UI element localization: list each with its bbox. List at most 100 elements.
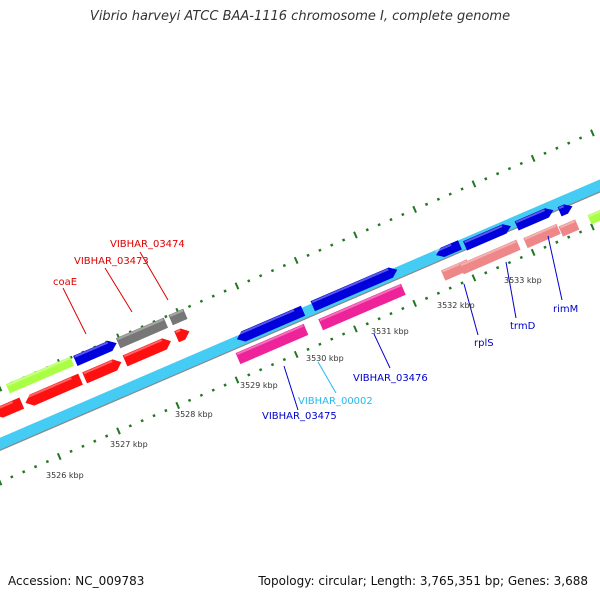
outer-tick xyxy=(389,217,393,222)
feature-red-5-highlight xyxy=(175,329,181,334)
ruler-label: 3526 kbp xyxy=(46,471,84,480)
inner-tick xyxy=(0,479,3,486)
inner-tick xyxy=(140,419,144,423)
ruler-label: 3528 kbp xyxy=(175,410,213,419)
outer-tick xyxy=(436,197,441,201)
feature-small-rev-highlight xyxy=(559,220,576,229)
inner-tick xyxy=(10,475,14,479)
feature-03474-shape xyxy=(168,308,188,326)
feature-coaE-shape xyxy=(73,340,117,366)
leader-line xyxy=(104,267,133,313)
leader-line xyxy=(283,365,299,411)
feature-green-2-shape xyxy=(587,209,600,225)
outer-tick xyxy=(187,304,192,309)
gene-label: VIBHAR_00002 xyxy=(298,396,373,407)
inner-tick xyxy=(471,274,477,282)
gene-label: VIBHAR_03476 xyxy=(353,373,428,384)
feature-green-1-shape xyxy=(5,356,75,394)
outer-tick xyxy=(377,223,381,227)
ruler-label: 3527 kbp xyxy=(110,440,148,449)
outer-tick xyxy=(530,154,536,163)
feature-rimM-fwd-highlight xyxy=(515,209,546,224)
inner-tick xyxy=(152,414,156,418)
inner-tick xyxy=(341,332,346,336)
feature-red-3 xyxy=(82,359,122,384)
accession-text: Accession: NC_009783 xyxy=(8,574,145,588)
inner-tick xyxy=(436,291,441,295)
inner-tick xyxy=(116,427,121,435)
feature-red-2-highlight xyxy=(24,377,72,400)
inner-tick xyxy=(353,325,358,333)
feature-03476-fwd-highlight xyxy=(311,268,389,304)
feature-rimM-fwd-shape xyxy=(514,208,554,231)
feature-rplS-fwd xyxy=(435,240,462,257)
outer-tick xyxy=(448,192,452,196)
feature-red-4-highlight xyxy=(123,339,163,358)
feature-03473-highlight xyxy=(117,318,164,341)
feature-rimM-shape xyxy=(523,223,561,249)
ruler-label: 3532 kbp xyxy=(437,301,475,310)
feature-03476-fwd xyxy=(310,267,398,312)
outer-tick xyxy=(306,253,310,257)
feature-red-3-highlight xyxy=(83,360,113,375)
leader-line xyxy=(463,283,479,336)
inner-tick xyxy=(175,401,181,410)
inner-tick xyxy=(318,342,322,346)
inner-tick xyxy=(448,286,452,290)
genome-summary-text: Topology: circular; Length: 3,765,351 bp… xyxy=(258,574,588,588)
ruler-label: 3531 kbp xyxy=(371,327,409,336)
feature-03475-highlight xyxy=(236,324,304,356)
inner-tick xyxy=(234,376,240,384)
ruler-labels: 3526 kbp 3527 kbp 3528 kbp 3529 kbp 3530 kbp… xyxy=(46,276,542,480)
outer-tick xyxy=(330,243,334,247)
feature-green-2-highlight xyxy=(588,210,600,218)
inner-tick xyxy=(460,281,464,285)
inner-tick xyxy=(306,347,310,351)
inner-tick xyxy=(293,350,299,359)
inner-tick xyxy=(519,255,523,260)
leader-line xyxy=(62,287,87,335)
outer-tick xyxy=(341,238,346,242)
outer-tick xyxy=(578,136,583,140)
feature-small-fwd-highlight xyxy=(558,205,565,210)
inner-tick xyxy=(365,322,369,326)
outer-tick xyxy=(69,355,73,360)
feature-red-5-shape xyxy=(174,328,190,343)
outer-tick xyxy=(353,231,358,239)
feature-coaE-highlight xyxy=(74,341,109,358)
feature-rimM-fwd xyxy=(514,208,554,231)
inner-tick xyxy=(424,296,429,300)
feature-green-1 xyxy=(5,356,75,394)
ruler-label: 3529 kbp xyxy=(240,381,278,390)
leader-line xyxy=(505,261,517,319)
inner-tick xyxy=(401,306,405,311)
outer-tick xyxy=(543,151,547,155)
outer-tick xyxy=(484,177,488,181)
outer-tick xyxy=(259,274,263,278)
feature-green-2 xyxy=(587,209,600,225)
inner-tick-marks xyxy=(0,223,595,486)
outer-tick xyxy=(282,263,286,268)
feature-red-4 xyxy=(122,338,171,367)
feature-03475-fwd-shape xyxy=(236,305,306,342)
gene-label: rimM xyxy=(553,304,578,315)
gene-label: coaE xyxy=(53,277,77,288)
feature-03475 xyxy=(235,323,309,365)
inner-tick xyxy=(22,470,26,474)
feature-red-1-highlight xyxy=(0,401,14,412)
outer-tick xyxy=(0,385,3,392)
feature-red-1 xyxy=(0,397,25,418)
feature-03476-fwd-shape xyxy=(310,267,398,312)
inner-tick xyxy=(330,337,334,341)
inner-tick xyxy=(45,459,50,464)
feature-03475-fwd xyxy=(235,305,306,342)
gene-label: VIBHAR_03475 xyxy=(262,411,337,422)
map-title: Vibrio harveyi ATCC BAA-1116 chromosome … xyxy=(89,9,511,24)
feature-small-rev-shape xyxy=(558,219,580,237)
feature-03475-fwd-highlight xyxy=(235,309,295,337)
outer-tick xyxy=(555,146,559,150)
inner-tick xyxy=(259,368,263,372)
inner-tick xyxy=(377,317,381,321)
